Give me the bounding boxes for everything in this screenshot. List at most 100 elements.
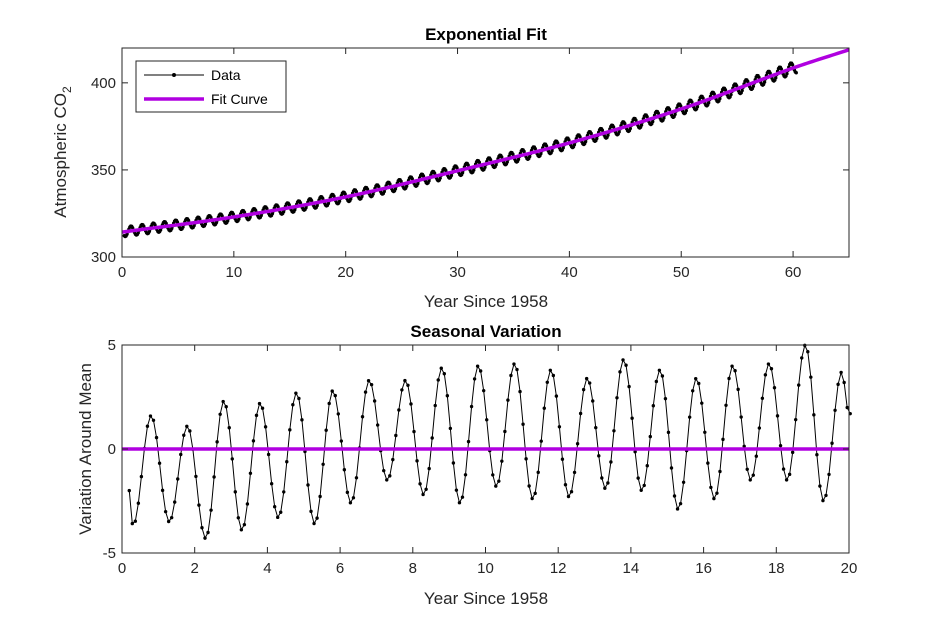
seasonal-data-point [439, 366, 443, 370]
seasonal-data-point [669, 466, 674, 470]
x-tick-label: 20 [841, 560, 858, 577]
x-tick-label: 18 [768, 560, 785, 577]
seasonal-data-point [715, 491, 719, 495]
co2-data-point [483, 165, 487, 170]
seasonal-data-point [336, 412, 340, 416]
co2-data-point [583, 139, 588, 144]
seasonal-data-point [130, 521, 134, 526]
seasonal-data-point [651, 404, 656, 408]
seasonal-data-point [339, 439, 344, 443]
seasonal-data-point [263, 425, 268, 429]
seasonal-data-point [666, 430, 671, 435]
seasonal-data-point [524, 457, 528, 461]
seasonal-data-point [218, 412, 222, 416]
co2-data-point [595, 136, 599, 141]
x-tick-label: 6 [336, 560, 344, 577]
seasonal-data-point [279, 510, 283, 514]
seasonal-data-point [790, 450, 795, 455]
seasonal-data-point [182, 433, 186, 437]
x-tick-label: 16 [695, 560, 712, 577]
seasonal-data-point [285, 460, 289, 464]
seasonal-data-point [203, 536, 207, 540]
axis-ticks: 0 2 4 6 8 10 12 14 16 18 20-505 [103, 337, 858, 577]
x-tick-label: 40 [561, 264, 578, 281]
seasonal-data-point [518, 389, 522, 394]
seasonal-data-point [730, 364, 734, 368]
seasonal-data-point [312, 521, 316, 526]
seasonal-data-point [227, 426, 231, 430]
seasonal-data-point [236, 516, 241, 520]
seasonal-data-point [445, 394, 450, 398]
seasonal-data-point [757, 426, 762, 430]
seasonal-data-point [654, 379, 659, 384]
seasonal-data-point [657, 368, 662, 372]
legend-fit-label: Fit Curve [211, 91, 268, 107]
seasonal-data-point [188, 429, 192, 433]
seasonal-data-point [833, 408, 837, 412]
seasonal-data-point [415, 459, 419, 463]
seasonal-data-point [297, 396, 301, 401]
seasonal-data-point [818, 484, 822, 488]
seasonal-data-point [154, 435, 159, 440]
seasonal-data-point [394, 433, 398, 438]
y-axis-label-main: Atmospheric CO [51, 93, 70, 218]
seasonal-data-point [342, 468, 347, 472]
seasonal-data-point [718, 469, 722, 474]
co2-data-point [695, 105, 700, 109]
seasonal-data-point [309, 509, 313, 514]
seasonal-data-point [242, 522, 247, 527]
co2-data-point [416, 181, 420, 186]
seasonal-data-point [427, 466, 431, 471]
seasonal-data-point [391, 457, 395, 462]
seasonal-data-point [815, 453, 819, 457]
seasonal-data-point [845, 405, 849, 410]
seasonal-data-point [481, 388, 486, 393]
co2-data-point [718, 97, 722, 101]
seasonal-data-point [245, 502, 250, 506]
seasonal-data-point [772, 386, 777, 390]
seasonal-data-point [475, 364, 480, 368]
seasonal-data-point [700, 401, 704, 405]
seasonal-data-point [609, 460, 613, 464]
x-tick-label: 0 [118, 264, 126, 281]
seasonal-data-point [409, 402, 413, 406]
co2-data-point [360, 194, 364, 199]
seasonal-data-point [148, 414, 153, 418]
seasonal-data-point [375, 423, 380, 427]
co2-data-point [326, 201, 331, 206]
co2-data-point [505, 160, 510, 164]
co2-data-point [606, 133, 610, 137]
co2-data-point [393, 187, 398, 191]
seasonal-data-point [345, 490, 350, 495]
seasonal-data-point [548, 368, 553, 373]
x-tick-label: 50 [673, 264, 690, 281]
seasonal-data-point [672, 494, 677, 498]
co2-data-point [237, 217, 241, 221]
legend-data-marker [172, 73, 176, 77]
seasonal-data-point [709, 485, 713, 490]
seasonal-data-point [636, 476, 640, 480]
co2-data-point [751, 84, 756, 88]
seasonal-data-point [675, 507, 680, 511]
seasonal-data-point [397, 408, 401, 412]
seasonal-data-point [512, 362, 516, 366]
co2-data-point [281, 210, 286, 214]
seasonal-data-point [539, 439, 543, 443]
seasonal-data-point [809, 375, 813, 379]
seasonal-data-point [533, 491, 537, 496]
seasonal-data-point [836, 382, 840, 387]
co2-data-point [248, 215, 252, 220]
seasonal-data-point [282, 490, 286, 494]
seasonal-data-point [515, 367, 519, 372]
seasonal-data-point [536, 470, 540, 475]
seasonal-data-point [160, 488, 165, 493]
seasonal-data-point [194, 474, 198, 479]
seasonal-data-point [478, 369, 483, 373]
seasonal-data-point [624, 363, 628, 367]
seasonal-data-point [348, 501, 353, 505]
co2-data-point [472, 168, 476, 172]
seasonal-data-point [463, 473, 468, 477]
seasonal-data-point [603, 486, 607, 490]
seasonal-data-point [166, 519, 171, 524]
seasonal-data-point [424, 487, 428, 491]
